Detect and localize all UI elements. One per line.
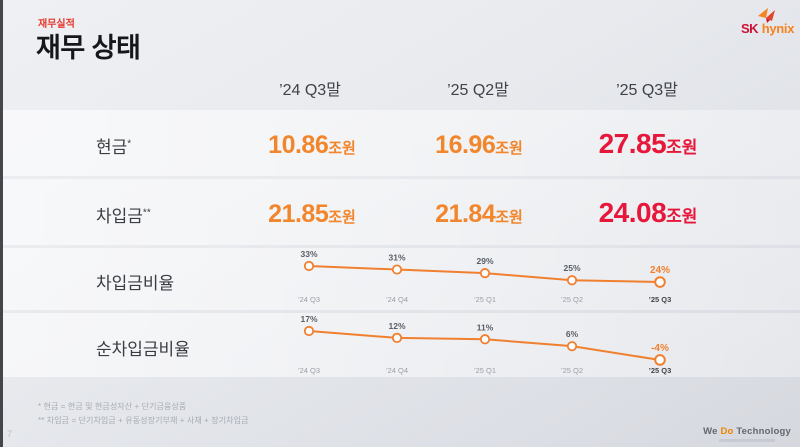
sk-butterfly-icon: [758, 8, 775, 23]
we-do-technology-wordmark: We Do Technology: [703, 426, 791, 437]
svg-text:24%: 24%: [650, 265, 670, 276]
cash-value-25q3-unit: 조원: [666, 138, 698, 157]
footnote-debt: ** 차입금 = 단기차입금 + 유동성장기부채 + 사채 + 장기차입금: [38, 416, 249, 425]
page-number: 7: [7, 429, 13, 439]
svg-text:’25 Q1: ’25 Q1: [474, 295, 496, 304]
svg-text:’25 Q3: ’25 Q3: [649, 295, 672, 304]
svg-text:’24 Q4: ’24 Q4: [386, 295, 408, 304]
we-do-technology-logo: We Do Technology: [703, 426, 791, 442]
cash-value-24q3-unit: 조원: [328, 140, 356, 157]
column-header-25q2: ’25 Q2말: [447, 82, 509, 99]
debt-value-24q3-num: 21.85: [268, 200, 329, 228]
column-header-25q3: ’25 Q3말: [616, 82, 678, 99]
svg-text:6%: 6%: [566, 329, 579, 339]
wedo-we: We: [703, 426, 721, 437]
sk-hynix-wordmark: SK hynix: [741, 21, 794, 36]
page-title: 재무 상태: [36, 33, 141, 63]
debt-ratio-chart: 33% ’24 Q3 31% ’24 Q4 29% ’25 Q1 25% ’25 Q2 24% ’…: [298, 249, 672, 304]
row-label-cash-text: 현금: [96, 138, 128, 157]
svg-text:’24 Q3: ’24 Q3: [298, 295, 320, 304]
svg-text:’25 Q2: ’25 Q2: [561, 295, 583, 304]
svg-text:’24 Q3: ’24 Q3: [298, 366, 320, 375]
svg-text:12%: 12%: [388, 321, 405, 331]
footnote-cash: * 현금 = 현금 및 현금성자산 + 단기금융상품: [38, 402, 187, 411]
sk-wordmark: SK: [741, 21, 759, 36]
svg-text:11%: 11%: [477, 322, 494, 332]
row-band-debt: [3, 179, 800, 245]
cash-value-25q2: 16.96조원: [435, 131, 523, 160]
debt-value-25q3-unit: 조원: [666, 207, 698, 226]
cash-value-24q3-num: 10.86: [268, 131, 329, 159]
cash-footnote-mark: *: [127, 138, 132, 150]
svg-text:25%: 25%: [563, 263, 580, 273]
svg-text:’25 Q2: ’25 Q2: [561, 366, 583, 375]
svg-text:-4%: -4%: [651, 343, 669, 354]
debt-value-24q3: 21.85조원: [268, 200, 356, 229]
debt-value-25q2-num: 21.84: [435, 200, 496, 228]
row-label-cash: 현금*: [96, 133, 131, 158]
svg-text:29%: 29%: [476, 256, 493, 266]
row-band-net-debt-ratio: [3, 313, 800, 377]
net-debt-ratio-chart: 17% ’24 Q3 12% ’24 Q4 11% ’25 Q1 6% ’25 Q2 -4% ’2…: [298, 314, 672, 375]
svg-text:’24 Q4: ’24 Q4: [386, 366, 408, 375]
wedo-do: Do: [720, 426, 734, 437]
cash-value-25q3: 27.85조원: [599, 128, 698, 160]
cash-value-25q2-num: 16.96: [435, 131, 496, 159]
svg-text:’25 Q1: ’25 Q1: [474, 366, 496, 375]
wedo-technology: Technology: [733, 426, 791, 437]
debt-value-24q3-unit: 조원: [328, 209, 356, 226]
sk-hynix-logo: SK hynix: [741, 8, 799, 36]
svg-text:17%: 17%: [300, 314, 317, 324]
row-band-debt-ratio: [3, 248, 800, 310]
debt-value-25q3: 24.08조원: [599, 197, 698, 229]
wedo-tagline: [719, 439, 776, 442]
row-label-net-debt-ratio: 순차입금비율: [96, 340, 190, 359]
debt-value-25q3-num: 24.08: [598, 197, 667, 228]
row-label-debt-text: 차입금: [96, 207, 143, 226]
svg-text:’25 Q3: ’25 Q3: [649, 366, 672, 375]
cash-value-25q2-unit: 조원: [495, 140, 523, 157]
svg-text:33%: 33%: [300, 249, 317, 259]
row-label-debt: 차입금**: [96, 202, 151, 227]
cash-value-25q3-num: 27.85: [598, 128, 667, 159]
debt-value-25q2: 21.84조원: [435, 200, 523, 229]
row-band-cash: [3, 110, 800, 176]
section-eyebrow: 재무실적: [38, 19, 75, 30]
cash-value-24q3: 10.86조원: [268, 131, 356, 160]
row-label-debt-ratio: 차입금비율: [96, 274, 175, 293]
column-header-24q3: ’24 Q3말: [279, 82, 341, 99]
debt-footnote-mark: **: [142, 207, 151, 219]
debt-value-25q2-unit: 조원: [495, 209, 523, 226]
left-edge-strip: [0, 0, 3, 447]
hynix-wordmark: hynix: [761, 21, 795, 36]
svg-text:31%: 31%: [388, 253, 405, 263]
